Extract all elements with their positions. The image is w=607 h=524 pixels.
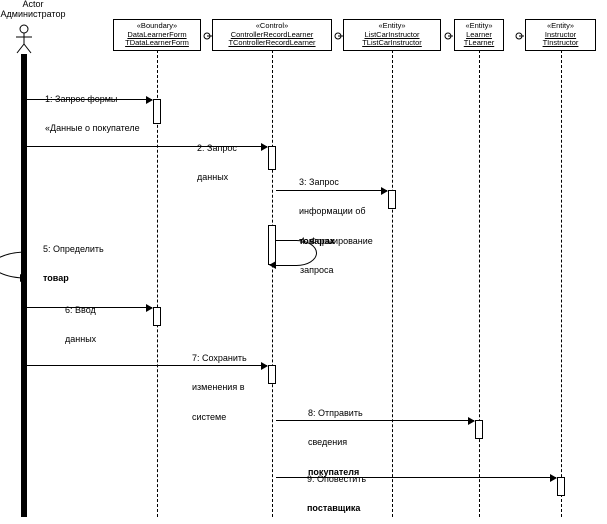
m1b: «Данные о покупателе [45, 124, 140, 134]
p1-impl: TControllerRecordLearner [216, 39, 328, 48]
lifeline-p4 [561, 50, 562, 517]
m8a: 8: Отправить [308, 409, 363, 419]
m5a: 5: Определить [43, 245, 104, 255]
m5b: товар [43, 274, 104, 284]
msg1: 1: Запрос формы «Данные о покупателе [45, 75, 140, 144]
self-loop-5 [0, 248, 38, 282]
participant-entity-instructor: «Entity» Instructor TInstructor [525, 19, 596, 51]
actor-label: Actor Администратор [0, 0, 66, 20]
m3a: 3: Запрос [299, 178, 365, 188]
m6b: данных [65, 335, 96, 345]
m3b: информации об [299, 207, 365, 217]
p2-impl: TListCarInstructor [347, 39, 437, 48]
m2b: данных [197, 173, 237, 183]
participant-entity-learner: «Entity» Learner TLearner [454, 19, 504, 51]
msg6: 6: Ввод данных [65, 286, 96, 355]
participant-entity-list: «Entity» ListCarInstructor TListCarInstr… [343, 19, 441, 51]
m9b: поставщика [307, 504, 366, 514]
activation-p4-1 [557, 477, 565, 496]
activation-p1-1 [268, 146, 276, 170]
activation-p2-1 [388, 190, 396, 209]
arrow-3 [276, 190, 387, 191]
participant-boundary: «Boundary» DataLearnerForm TDataLearnerF… [113, 19, 201, 51]
p4-impl: TInstructor [529, 39, 592, 48]
connector-icon [202, 31, 212, 41]
lifeline-p1 [272, 50, 273, 517]
arrow-2 [27, 146, 267, 147]
connector-icon [443, 31, 453, 41]
arrow-8 [276, 420, 474, 421]
m7c: системе [192, 413, 247, 423]
p0-impl: TDataLearnerForm [117, 39, 197, 48]
m7b: изменения в [192, 383, 247, 393]
lifeline-p2 [392, 50, 393, 517]
activation-p3-1 [475, 420, 483, 439]
arrow-6 [27, 307, 152, 308]
actor-activation [21, 54, 27, 517]
lifeline-p3 [479, 50, 480, 517]
activation-p1-3 [268, 365, 276, 384]
arrow-9 [276, 477, 556, 478]
actor-line2: Администратор [0, 10, 66, 20]
msg5: 5: Определить товар [43, 225, 104, 294]
m4b: запроса [300, 266, 373, 276]
arrow-1 [27, 99, 152, 100]
msg9: 9: Оповестить поставщика [307, 455, 366, 524]
msg7: 7: Сохранить изменения в системе [192, 334, 247, 433]
activation-p1-2 [268, 225, 276, 265]
activation-p0-1 [153, 99, 161, 124]
arrow-7 [27, 365, 267, 366]
connector-icon [514, 31, 524, 41]
msg2: 2: Запрос данных [197, 124, 237, 193]
actor-icon [15, 24, 33, 54]
m7a: 7: Сохранить [192, 354, 247, 364]
self-loop-4 [276, 240, 317, 266]
m8b: сведения [308, 438, 363, 448]
connector-icon [333, 31, 343, 41]
participant-control: «Control» ControllerRecordLearner TContr… [212, 19, 332, 51]
p3-impl: TLearner [458, 39, 500, 48]
activation-p0-2 [153, 307, 161, 326]
